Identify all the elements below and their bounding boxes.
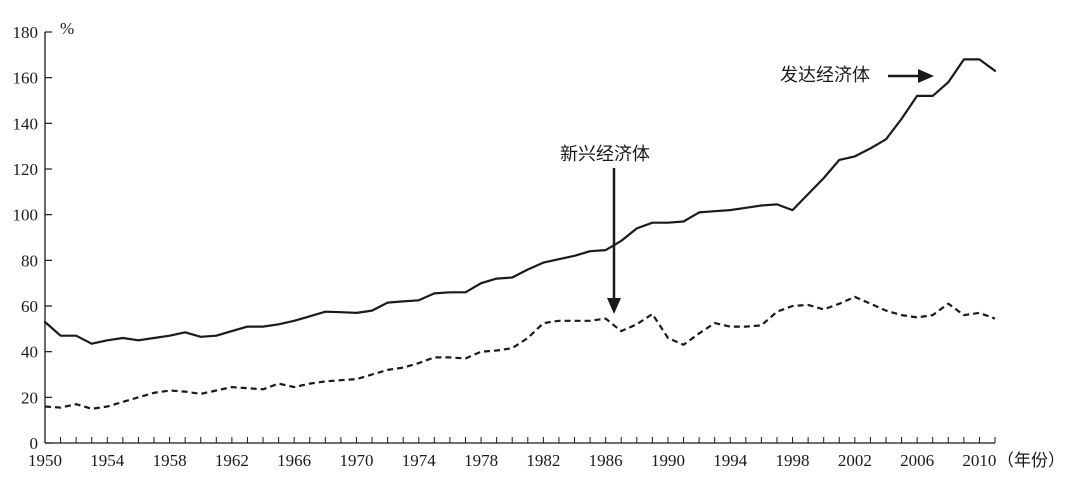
x-tick-label: 1986 <box>589 451 623 470</box>
y-axis-unit: % <box>60 19 74 38</box>
annotation-developed-label: 发达经济体 <box>780 65 870 86</box>
y-tick-label: 160 <box>13 69 39 88</box>
y-tick-label: 80 <box>21 251 38 270</box>
annotation-emerging-arrowhead <box>607 298 621 314</box>
y-tick-label: 180 <box>13 23 39 42</box>
y-tick-label: 20 <box>21 388 38 407</box>
series-line-emerging <box>44 295 996 410</box>
y-ticks: 0 20 40 60 80 100 120 140 160 180 <box>13 23 52 453</box>
annotation-emerging: 新兴经济体 <box>560 144 650 314</box>
x-ticks: 1950 1954 1958 1962 1966 1970 1974 1978 1982 1986… <box>28 437 996 470</box>
x-tick-label: 1958 <box>153 451 187 470</box>
annotation-emerging-label: 新兴经济体 <box>560 144 650 165</box>
x-tick-label: 1966 <box>277 451 311 470</box>
y-tick-label: 60 <box>21 297 38 316</box>
y-tick-label: 40 <box>21 343 38 362</box>
x-tick-label: 2010 <box>962 451 996 470</box>
x-tick-label: 1974 <box>402 451 437 470</box>
y-tick-label: 140 <box>13 114 39 133</box>
x-tick-label: 1978 <box>464 451 498 470</box>
series-lines <box>43 58 997 410</box>
x-tick-label: 1994 <box>713 451 748 470</box>
x-tick-label: 1954 <box>90 451 125 470</box>
y-tick-label: 120 <box>13 160 39 179</box>
x-tick-label: 1982 <box>526 451 560 470</box>
x-tick-label: 1990 <box>651 451 685 470</box>
annotation-developed-arrowhead <box>918 69 934 83</box>
x-tick-label: 1962 <box>215 451 249 470</box>
x-tick-label: 1950 <box>28 451 62 470</box>
y-tick-label: 100 <box>13 206 39 225</box>
axes <box>44 32 995 444</box>
x-axis-unit: （年份） <box>997 451 1065 470</box>
annotation-developed: 发达经济体 <box>780 65 934 86</box>
y-tick-label: 0 <box>30 434 39 453</box>
x-tick-label: 1970 <box>339 451 373 470</box>
x-tick-label: 2002 <box>838 451 872 470</box>
x-tick-label: 1998 <box>776 451 810 470</box>
x-tick-label: 2006 <box>900 451 934 470</box>
series-line-developed <box>43 58 997 345</box>
